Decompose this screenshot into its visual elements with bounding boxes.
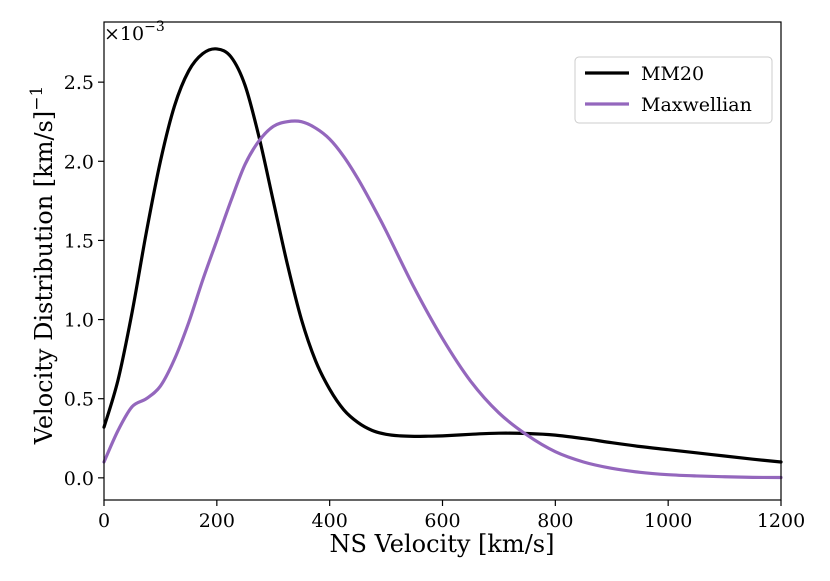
legend-label-mm20: MM20 bbox=[641, 63, 704, 85]
legend-label-maxwellian: Maxwellian bbox=[641, 94, 752, 116]
x-tick-label: 400 bbox=[312, 510, 348, 532]
y-tick-label: 1.0 bbox=[64, 310, 94, 332]
y-tick-label: 2.5 bbox=[64, 72, 94, 94]
series-lines bbox=[102, 47, 783, 480]
y-offset-label: ×10−3 bbox=[104, 19, 165, 45]
y-tick-label: 0.0 bbox=[64, 468, 94, 490]
x-tick-label: 1200 bbox=[757, 510, 805, 532]
series-line-mm20 bbox=[102, 47, 783, 464]
x-tick-label: 0 bbox=[98, 510, 110, 532]
x-tick-label: 200 bbox=[199, 510, 235, 532]
legend: MM20 Maxwellian bbox=[574, 56, 773, 124]
y-tick-label: 2.0 bbox=[64, 151, 94, 173]
x-tick-label: 800 bbox=[537, 510, 573, 532]
x-tick-label: 1000 bbox=[644, 510, 692, 532]
x-axis-ticks: 0 200 400 600 800 1000 1200 bbox=[98, 500, 805, 532]
series-line-maxwellian bbox=[102, 119, 783, 480]
y-axis-ticks: 0.0 0.5 1.0 1.5 2.0 2.5 bbox=[64, 72, 104, 490]
x-tick-label: 600 bbox=[424, 510, 460, 532]
y-axis-label: Velocity Distribution [km/s]−1 bbox=[27, 86, 58, 446]
x-axis-label: NS Velocity [km/s] bbox=[330, 530, 555, 558]
y-tick-label: 1.5 bbox=[64, 230, 94, 252]
y-tick-label: 0.5 bbox=[64, 389, 94, 411]
